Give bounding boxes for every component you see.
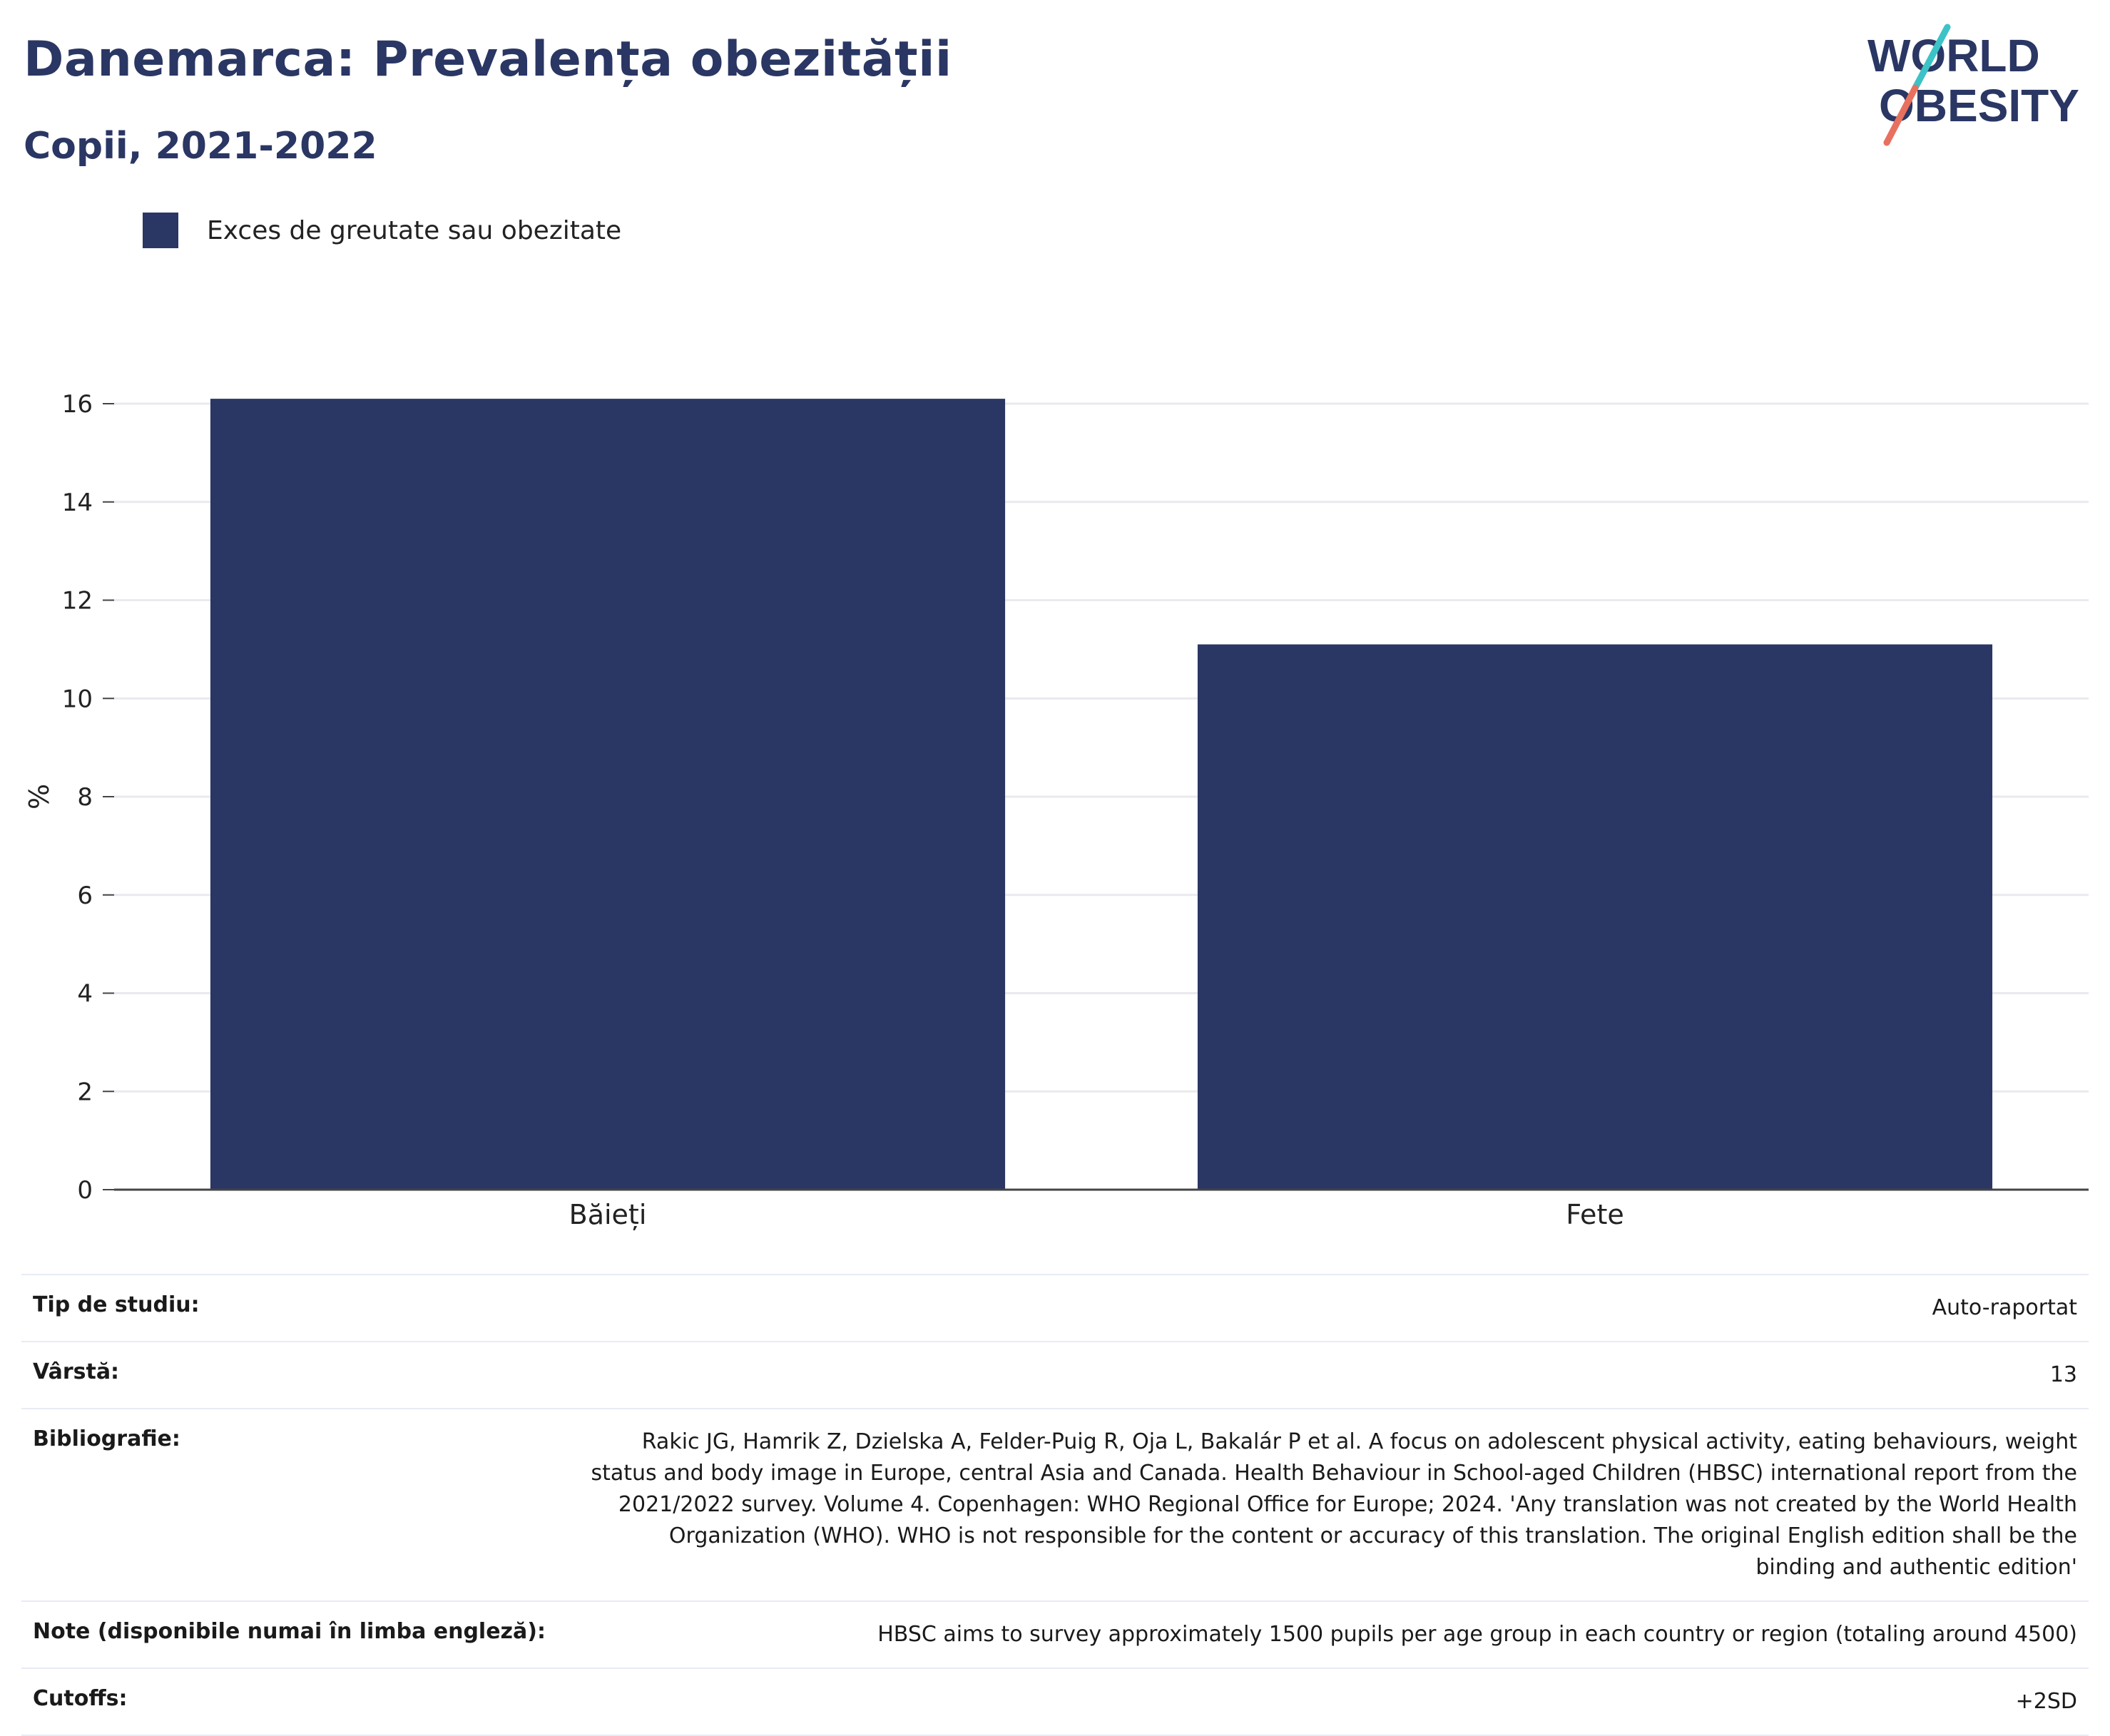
info-key: Note (disponibile numai în limba engleză… [33, 1619, 546, 1644]
x-tick-label: Băieți [569, 1199, 647, 1230]
y-axis-label: % [24, 784, 55, 810]
info-row-study-type: Tip de studiu: Auto-raportat [21, 1275, 2089, 1342]
info-table: Tip de studiu: Auto-raportat Vârstă: 13 … [21, 1274, 2089, 1736]
logo-slash-coral [1883, 84, 1919, 146]
y-tick-label: 14 [62, 489, 93, 517]
logo-slash-teal [1912, 24, 1951, 91]
page-subtitle: Copii, 2021-2022 [24, 125, 377, 168]
world-obesity-logo: WORLD OBESITY [1867, 24, 2079, 146]
y-tick-label: 2 [77, 1078, 93, 1106]
logo-text-world: WORLD [1867, 30, 2040, 81]
info-key: Cutoffs: [33, 1686, 128, 1711]
info-row-age: Vârstă: 13 [21, 1342, 2089, 1409]
y-tick-label: 10 [62, 685, 93, 713]
bar-chart: 0 2 4 6 8 10 12 14 16% Băieți Fete [24, 390, 2089, 1230]
info-key: Tip de studiu: [33, 1292, 200, 1317]
info-value: 13 [2049, 1362, 2077, 1387]
page-title: Danemarca: Prevalența obezității [24, 31, 952, 88]
info-key: Vârstă: [33, 1359, 120, 1384]
info-value: Auto-raportat [1932, 1295, 2077, 1320]
info-value: HBSC aims to survey approximately 1500 p… [877, 1622, 2077, 1647]
y-tick-label: 0 [77, 1176, 93, 1205]
info-value: Rakic JG, Hamrik Z, Dzielska A, Felder-P… [591, 1429, 2077, 1580]
legend-swatch [143, 213, 178, 248]
info-row-notes: Note (disponibile numai în limba engleză… [21, 1601, 2089, 1668]
info-row-cutoffs: Cutoffs: +2SD [21, 1668, 2089, 1735]
chart-legend: Exces de greutate sau obezitate [143, 213, 621, 248]
info-value: +2SD [2015, 1689, 2077, 1714]
info-row-bibliography: Bibliografie: Rakic JG, Hamrik Z, Dziels… [21, 1409, 2089, 1601]
bar [1197, 644, 1993, 1190]
x-tick-label: Fete [1566, 1199, 1624, 1230]
y-tick-label: 6 [77, 882, 93, 910]
bar [210, 399, 1006, 1190]
y-tick-label: 4 [77, 980, 93, 1009]
y-tick-label: 16 [62, 390, 93, 419]
y-tick-label: 8 [77, 783, 93, 812]
info-key: Bibliografie: [33, 1426, 180, 1451]
legend-label: Exces de greutate sau obezitate [207, 215, 622, 245]
y-tick-label: 12 [62, 587, 93, 616]
